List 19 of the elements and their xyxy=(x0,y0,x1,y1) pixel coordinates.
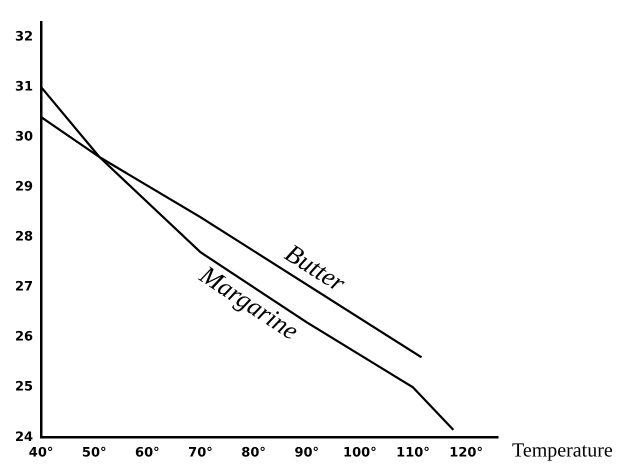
y-tick-label: 32 xyxy=(14,29,34,44)
x-tick-label: 120° xyxy=(449,446,483,461)
x-tick-label: 40° xyxy=(28,446,54,461)
y-tick-label: 24 xyxy=(14,430,34,445)
x-tick-label: 90° xyxy=(294,446,320,461)
x-tick-label: 100° xyxy=(343,446,377,461)
x-tick-label: 70° xyxy=(188,446,213,461)
y-tick-label: 29 xyxy=(14,180,34,195)
x-tick-label: 50° xyxy=(82,446,107,461)
y-tick-label: 31 xyxy=(14,79,34,94)
x-tick-label: 110° xyxy=(396,446,430,461)
x-tick-label: 60° xyxy=(135,446,160,461)
y-tick-label: 27 xyxy=(14,280,34,295)
y-tick-label: 30 xyxy=(14,129,34,144)
x-axis-title: Temperature xyxy=(512,440,613,462)
y-tick-label: 28 xyxy=(14,230,34,245)
y-tick-label: 25 xyxy=(14,380,34,395)
y-tick-label: 26 xyxy=(14,330,34,345)
x-tick-label: 80° xyxy=(241,446,266,461)
